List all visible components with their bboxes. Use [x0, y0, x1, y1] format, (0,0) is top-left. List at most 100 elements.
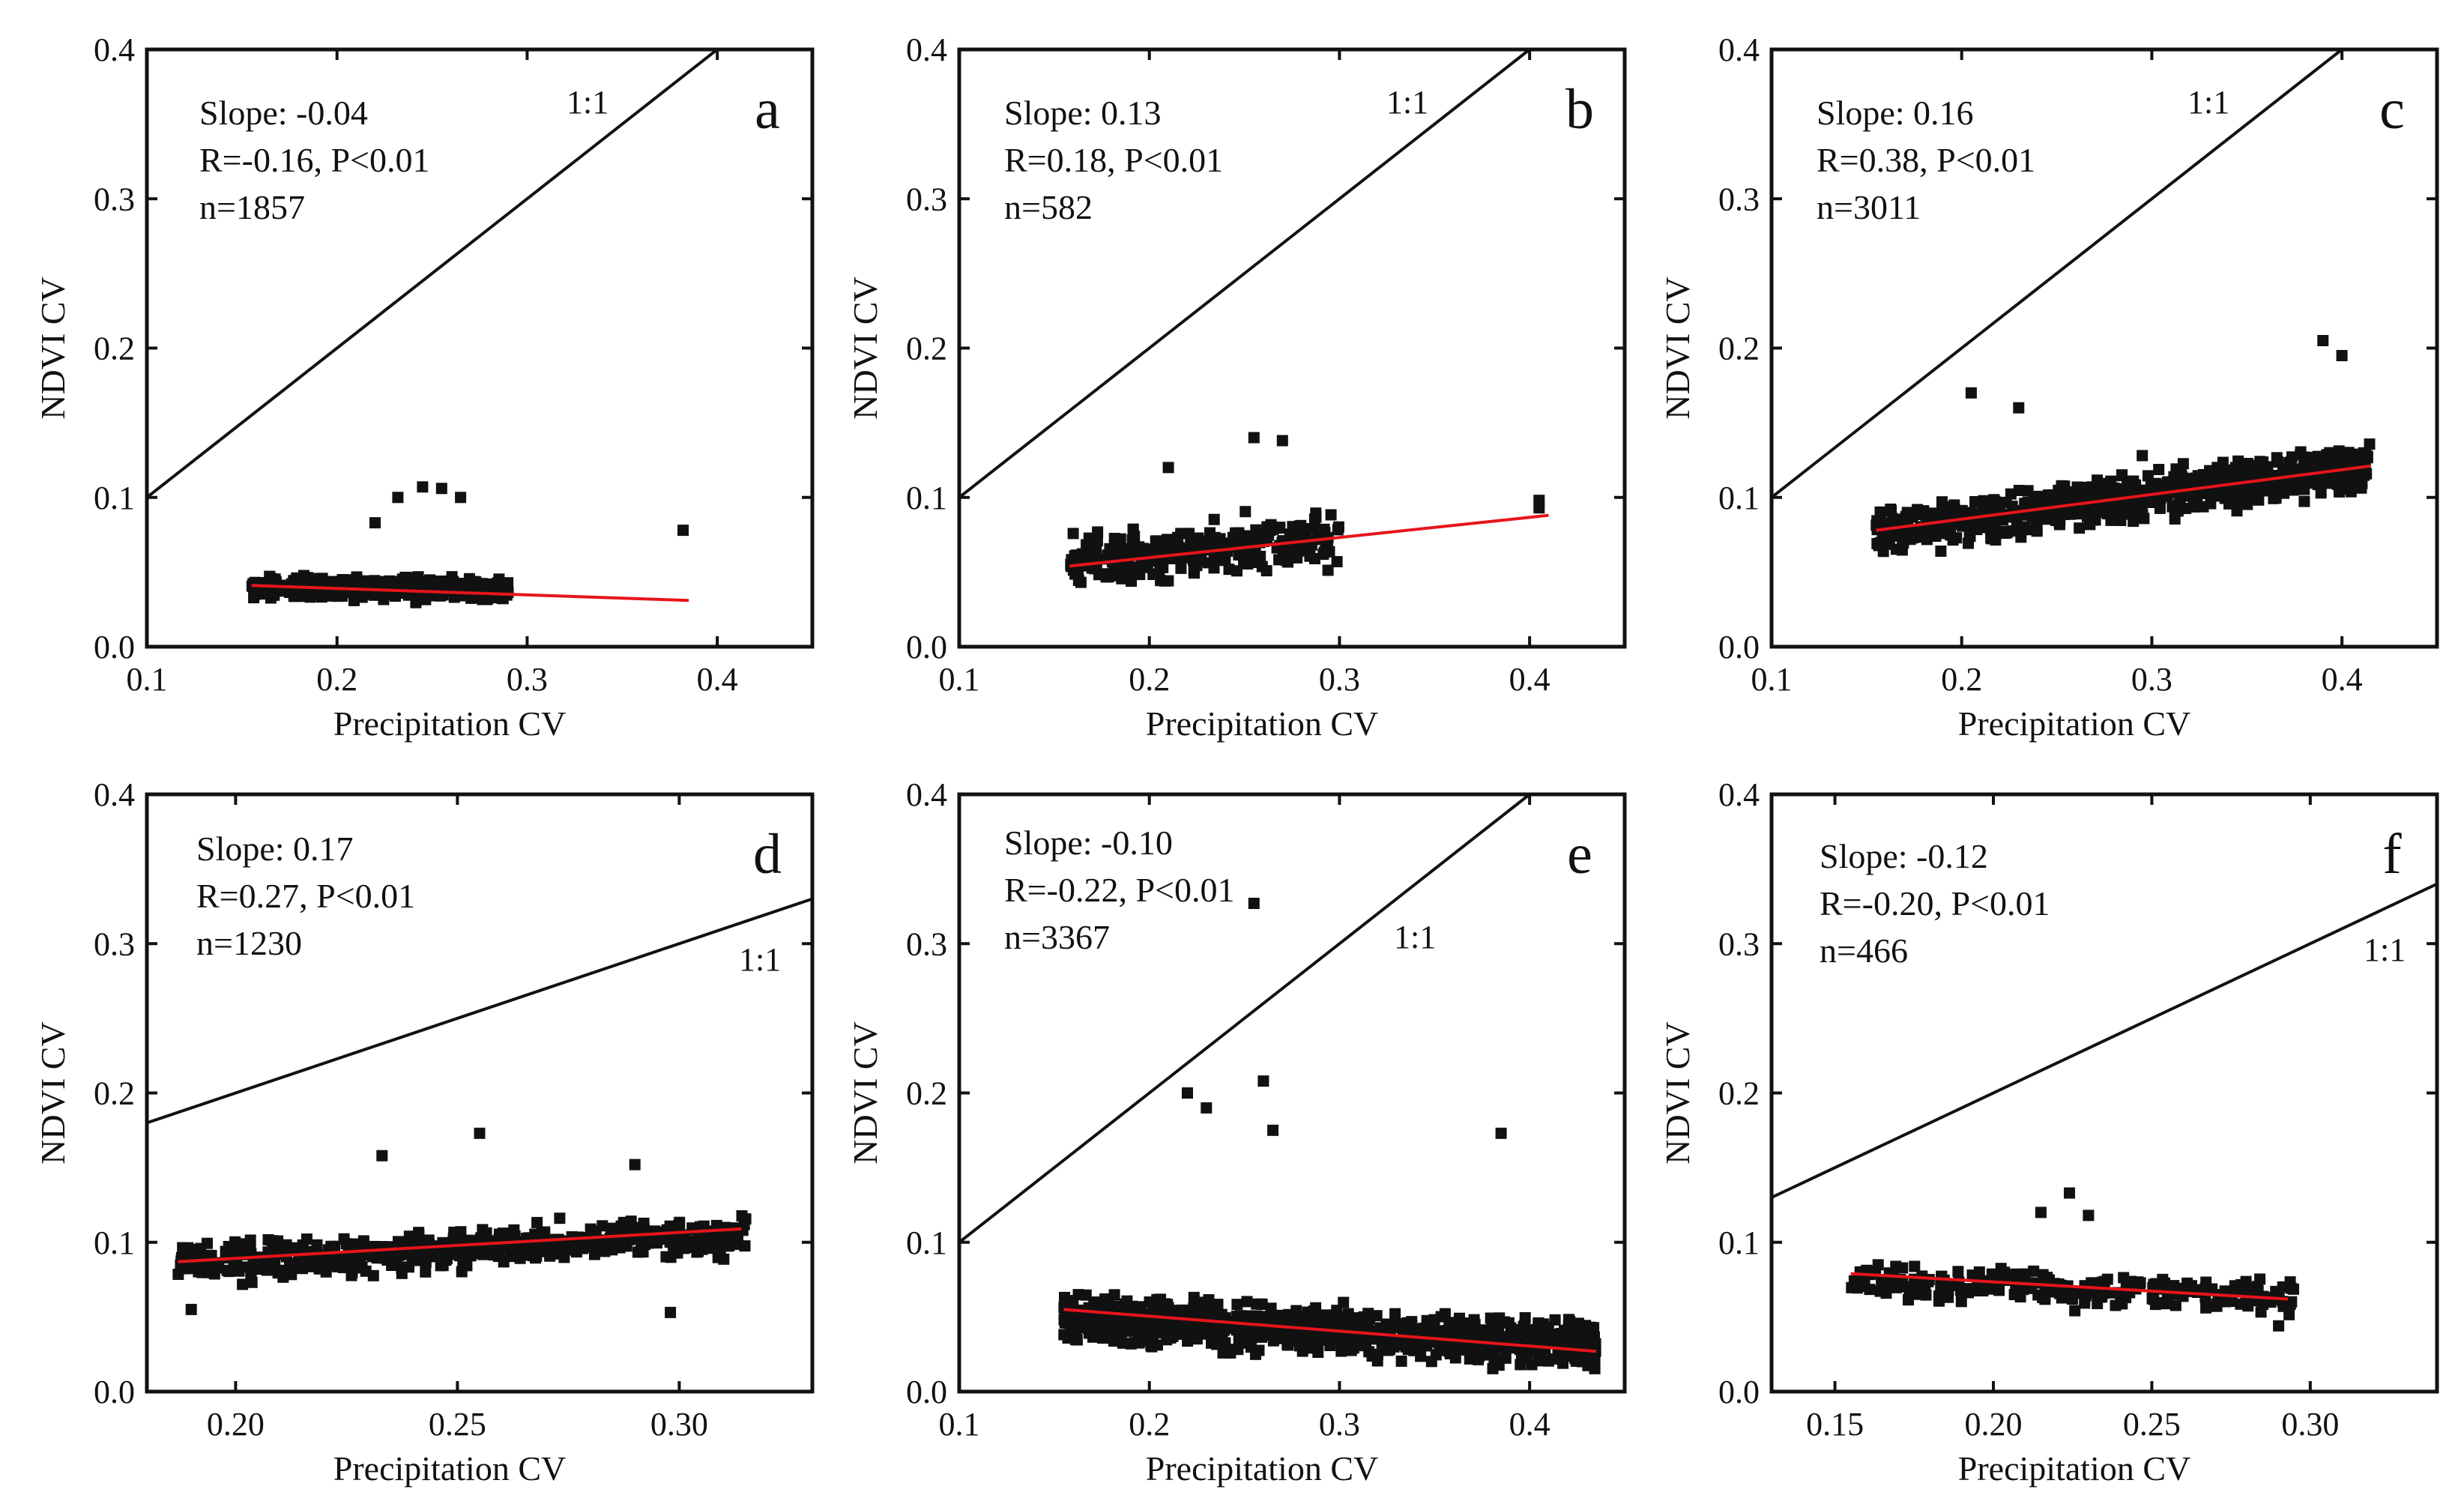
scatter-point: [1589, 1362, 1601, 1374]
scatter-point: [1230, 527, 1241, 539]
scatter-point: [1069, 550, 1081, 562]
y-tick-label: 0.2: [1718, 1075, 1760, 1112]
scatter-point: [437, 1260, 449, 1272]
scatter-point: [1065, 1298, 1077, 1310]
scatter-point: [2322, 460, 2334, 471]
scatter-point: [1304, 550, 1316, 562]
scatter-point: [1119, 1320, 1131, 1332]
scatter-point: [1909, 1260, 1921, 1272]
scatter-point: [2361, 452, 2373, 464]
scatter-point: [1213, 1320, 1225, 1332]
panel-letter: c: [2379, 78, 2405, 141]
stat-line: Slope: 0.17: [196, 830, 354, 868]
y-tick-label: 0.1: [94, 480, 135, 516]
y-tick-label: 0.2: [1718, 330, 1760, 367]
scatter-point: [722, 1233, 734, 1245]
scatter-point: [1310, 1302, 1322, 1314]
outlier-point: [1162, 462, 1174, 474]
scatter-point: [2208, 474, 2220, 486]
scatter-point: [1072, 575, 1084, 586]
scatter-point: [1314, 1317, 1326, 1329]
scatter-point: [1568, 1322, 1580, 1334]
scatter-point: [1090, 542, 1102, 554]
scatter-point: [1287, 1329, 1299, 1341]
panel-e: 0.00.10.20.30.40.1 0.2 0.3 0.4Precipitation…: [846, 776, 1627, 1488]
panel-a: 0.00.10.20.30.40.1 0.2 0.3 0.4Precipitation…: [34, 31, 815, 743]
one-to-one-label: 1:1: [1394, 919, 1436, 955]
scatter-point: [408, 1249, 420, 1261]
y-axis-label: NDVI CV: [1658, 277, 1697, 419]
fit-line: [1850, 1272, 2289, 1301]
scatter-point: [1144, 1319, 1156, 1331]
scatter-point: [2069, 1305, 2081, 1317]
scatter-point: [1216, 1329, 1228, 1341]
one-to-one-label: 1:1: [2187, 84, 2229, 121]
outlier-point: [2317, 335, 2329, 346]
x-tick-label: 0.1: [1751, 661, 1793, 698]
scatter-point: [1273, 554, 1285, 566]
scatter-point: [1519, 1312, 1531, 1323]
scatter-point: [330, 578, 342, 590]
scatter-point: [1921, 530, 1933, 541]
scatter-point: [552, 1242, 563, 1254]
plot-area: [1772, 882, 2437, 1332]
scatter-point: [2211, 1300, 2223, 1312]
outlier-point: [455, 492, 467, 504]
scatter-point: [1984, 521, 1996, 533]
outlier-point: [392, 492, 404, 504]
x-tick-label: 0.3: [2131, 661, 2172, 698]
x-tick-label: 0.15: [1806, 1406, 1864, 1443]
plot-area: [1772, 49, 2376, 558]
x-tick-label: 0.4: [1509, 1406, 1550, 1443]
scatter-point: [732, 1233, 743, 1245]
scatter-point: [2031, 522, 2043, 534]
scatter-point: [1284, 528, 1296, 540]
stat-line: R=-0.16, P<0.01: [199, 141, 429, 179]
scatter-point: [2184, 477, 2196, 489]
scatter-point: [346, 1266, 358, 1278]
scatter-point: [1175, 562, 1187, 574]
scatter-point: [2356, 468, 2367, 480]
scatter-point: [334, 588, 346, 600]
y-axis-label: NDVI CV: [1658, 1021, 1697, 1164]
scatter-point: [2254, 1273, 2266, 1285]
outlier-point: [2013, 402, 2025, 414]
scatter-point: [2255, 1306, 2267, 1318]
scatter-point: [678, 1242, 690, 1254]
scatter-point: [1212, 1299, 1224, 1311]
outlier-point: [1267, 1124, 1279, 1136]
scatter-point: [1108, 1289, 1120, 1301]
scatter-point: [2060, 494, 2072, 506]
one-to-one-line: [1772, 49, 2345, 499]
y-tick-label: 0.2: [94, 1075, 135, 1112]
scatter-point: [284, 1260, 295, 1272]
scatter-point: [1128, 1314, 1140, 1326]
scatter-point: [245, 1273, 257, 1285]
scatter-point: [2128, 516, 2140, 528]
scatter-point: [2007, 525, 2019, 537]
x-tick-label: 0.2: [1941, 661, 1982, 698]
scatter-point: [1322, 564, 1334, 576]
scatter-point: [2138, 513, 2150, 525]
x-tick-label: 0.20: [1965, 1406, 2023, 1443]
scatter-point: [566, 1238, 577, 1250]
stat-line: R=-0.20, P<0.01: [1820, 884, 2050, 922]
scatter-point: [1533, 1318, 1544, 1330]
scatter-point: [1420, 1339, 1432, 1351]
scatter-point: [2011, 515, 2023, 527]
scatter-point: [315, 1252, 327, 1263]
scatter-point: [1310, 507, 1322, 519]
fit-line: [1069, 513, 1549, 568]
scatter-point: [2065, 1287, 2077, 1299]
x-axis-label: Precipitation CV: [1958, 1449, 2190, 1488]
x-tick-label: 0.4: [2322, 661, 2363, 698]
scatter-point: [2118, 508, 2130, 520]
stat-line: n=466: [1820, 931, 1908, 970]
scatter-point: [2134, 1279, 2146, 1291]
scatter-point: [1225, 1347, 1236, 1359]
scatter-point: [2105, 514, 2117, 526]
scatter-point: [1166, 1320, 1178, 1332]
scatter-point: [1332, 524, 1344, 536]
one-to-one-label: 1:1: [2364, 931, 2406, 968]
